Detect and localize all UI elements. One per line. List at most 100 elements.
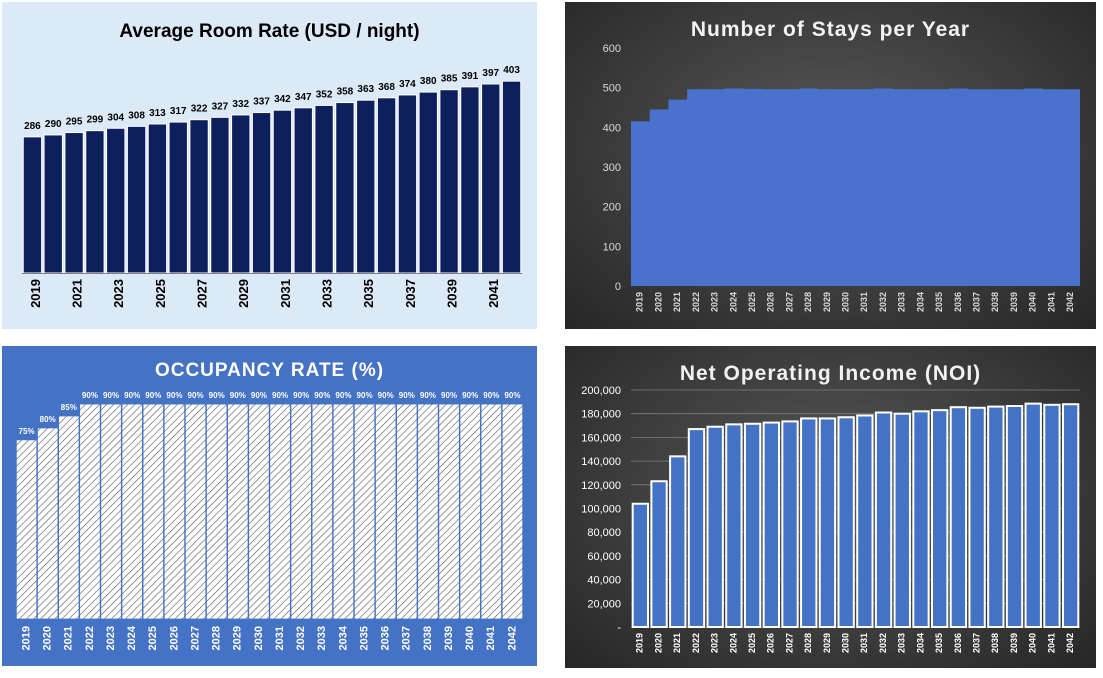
data-label: 368 — [378, 82, 395, 93]
data-label: 304 — [107, 112, 124, 123]
x-tick-label: 2041 — [1046, 292, 1056, 312]
y-tick-label: 160,000 — [581, 432, 621, 444]
bar — [163, 403, 186, 620]
y-tick-label: 400 — [603, 122, 621, 134]
data-label: 90% — [357, 391, 373, 400]
x-tick-label: 2042 — [1065, 292, 1075, 312]
x-tick-label: 2042 — [506, 626, 518, 650]
data-label: 337 — [253, 97, 270, 108]
data-label: 352 — [316, 89, 333, 100]
data-label: 90% — [483, 391, 499, 400]
bar — [818, 417, 837, 628]
data-label: 90% — [441, 391, 457, 400]
series-area — [631, 88, 1080, 287]
x-tick-label: 2022 — [691, 292, 701, 312]
bar — [293, 107, 313, 274]
data-label: 90% — [272, 391, 288, 400]
x-tick-label: 2033 — [897, 292, 907, 312]
bar — [501, 403, 524, 620]
data-label: 363 — [357, 84, 374, 95]
x-tick-label: 2020 — [42, 626, 54, 650]
bar — [314, 104, 334, 274]
bar — [106, 127, 126, 274]
x-tick-label: 2019 — [20, 626, 32, 650]
data-label: 90% — [462, 391, 478, 400]
data-label: 308 — [128, 110, 145, 121]
x-tick-label: 2038 — [990, 292, 1000, 312]
data-label: 391 — [462, 71, 479, 82]
x-tick-label: 2027 — [784, 292, 794, 312]
room-rate-chart-panel: Average Room Rate (USD / night) 286 290 29… — [2, 2, 537, 329]
x-tick-label: 2041 — [486, 279, 501, 308]
bar — [142, 403, 164, 620]
data-label: 90% — [124, 391, 140, 400]
x-tick-label: 2026 — [168, 626, 180, 650]
x-tick-label: 2022 — [84, 626, 96, 650]
x-tick-label: 2032 — [878, 292, 888, 312]
bar — [874, 411, 893, 628]
data-label: 90% — [188, 391, 204, 400]
bar — [227, 403, 249, 620]
data-label: 80% — [40, 415, 56, 424]
bar — [417, 403, 439, 620]
data-label: 90% — [82, 391, 98, 400]
x-tick-label: 2035 — [361, 279, 376, 308]
bar — [1061, 403, 1080, 628]
data-label: 290 — [45, 119, 62, 130]
data-label: 90% — [251, 391, 267, 400]
bar — [376, 97, 397, 274]
x-tick-label: 2025 — [147, 626, 159, 650]
x-tick-label: 2031 — [859, 292, 869, 312]
data-label: 385 — [441, 74, 458, 85]
x-tick-label: 2042 — [1065, 633, 1075, 653]
y-tick-label: 100,000 — [581, 504, 621, 516]
data-label: 90% — [420, 391, 436, 400]
x-tick-label: 2034 — [915, 633, 925, 653]
bar — [480, 403, 502, 620]
bar — [1005, 404, 1024, 629]
data-label: 75% — [19, 427, 35, 436]
x-tick-label: 2028 — [803, 633, 813, 653]
x-tick-label: 2031 — [278, 279, 293, 308]
data-label: 397 — [482, 68, 499, 79]
bar — [893, 412, 911, 628]
x-tick-label: 2041 — [1046, 633, 1056, 653]
x-tick-label: 2036 — [953, 633, 963, 653]
bar — [85, 130, 105, 274]
bar — [459, 403, 481, 620]
x-tick-label: 2027 — [189, 626, 201, 650]
x-tick-label: 2019 — [635, 633, 645, 653]
bar — [210, 116, 230, 274]
bar — [356, 99, 376, 274]
y-tick-label: 140,000 — [581, 456, 621, 468]
x-tick-label: 2023 — [111, 279, 126, 308]
x-tick-label: 2039 — [1009, 292, 1019, 312]
bar — [353, 403, 376, 620]
data-label: 347 — [295, 92, 312, 103]
data-label: 90% — [293, 391, 309, 400]
x-tick-label: 2027 — [195, 279, 210, 308]
bar — [781, 420, 799, 628]
bar — [396, 403, 418, 620]
noi-chart-panel: Net Operating Income (NOI) - 20,000 40,000… — [565, 346, 1096, 668]
x-tick-label: 2029 — [822, 633, 832, 653]
y-tick-label: 200,000 — [581, 385, 621, 397]
bar — [439, 89, 459, 274]
bar — [987, 405, 1005, 629]
x-tick-label: 2037 — [971, 292, 981, 312]
x-tick-label: 2030 — [253, 626, 265, 650]
bar — [272, 109, 293, 274]
x-tick-label: 2022 — [691, 633, 701, 653]
x-tick-label: 2024 — [126, 625, 138, 650]
x-tick-label: 2035 — [934, 292, 944, 312]
y-tick-label: 40,000 — [587, 575, 621, 587]
data-label: 313 — [149, 108, 166, 119]
bar — [206, 403, 228, 620]
x-tick-label: 2032 — [878, 633, 888, 653]
bar — [800, 417, 818, 628]
x-tick-label: 2024 — [728, 292, 738, 312]
x-tick-label: 2030 — [841, 633, 851, 653]
x-tick-label: 2025 — [747, 292, 757, 312]
data-label: 380 — [420, 76, 437, 87]
x-tick-label: 2023 — [710, 292, 720, 312]
